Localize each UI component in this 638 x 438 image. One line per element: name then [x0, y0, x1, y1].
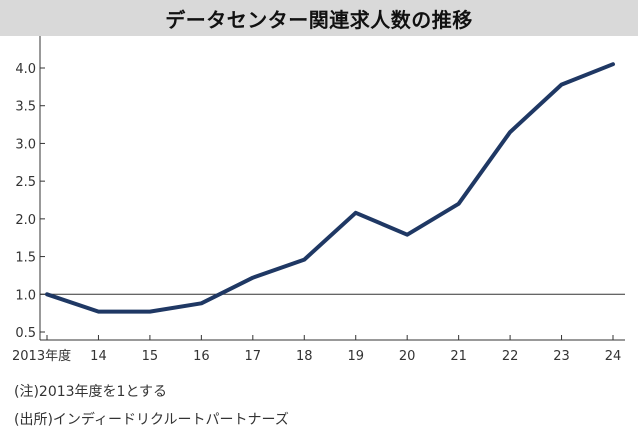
y-tick-label: 3.5	[15, 100, 36, 115]
chart-title: データセンター関連求人数の推移	[165, 7, 473, 32]
chart-axes	[39, 36, 625, 341]
series-line	[45, 62, 615, 314]
x-tick-label: 23	[553, 349, 570, 364]
x-tick-label: 22	[502, 349, 519, 364]
x-tick-label: 16	[193, 349, 210, 364]
x-tick-label: 19	[347, 349, 364, 364]
x-tick-label: 18	[296, 349, 313, 364]
y-tick-label: 1.5	[15, 251, 36, 266]
x-tick-label: 24	[605, 349, 622, 364]
chart-area: 0.5 1.0 1.5 2.0 2.5 3.0 3.5 4.0 2013年度 14 15 16 17 1…	[0, 36, 638, 376]
series-layer	[45, 62, 615, 314]
x-tick-label: 14	[90, 349, 107, 364]
y-axis-tick-labels: 0.5 1.0 1.5 2.0 2.5 3.0 3.5 4.0	[15, 62, 36, 341]
x-tick-label: 21	[450, 349, 467, 364]
chart-title-bar: データセンター関連求人数の推移	[0, 0, 638, 36]
x-tick-label: 15	[142, 349, 159, 364]
x-tick-label: 17	[245, 349, 262, 364]
x-tick-label: 2013年度	[12, 348, 71, 364]
x-tick-label: 20	[399, 349, 416, 364]
line-chart: 0.5 1.0 1.5 2.0 2.5 3.0 3.5 4.0 2013年度 14 15 16 17 1…	[12, 36, 625, 364]
y-tick-label: 2.0	[15, 213, 36, 228]
y-tick-label: 3.0	[15, 137, 36, 152]
note-source: (出所)インディードリクルートパートナーズ	[14, 412, 289, 428]
y-tick-label: 0.5	[15, 326, 36, 341]
y-tick-label: 4.0	[15, 62, 36, 77]
y-tick-label: 2.5	[15, 175, 36, 190]
x-axis-tick-labels: 2013年度 14 15 16 17 18 19 20 21 22 23 24	[12, 348, 621, 364]
y-tick-label: 1.0	[15, 288, 36, 303]
note-base-year: (注)2013年度を1とする	[14, 384, 168, 400]
